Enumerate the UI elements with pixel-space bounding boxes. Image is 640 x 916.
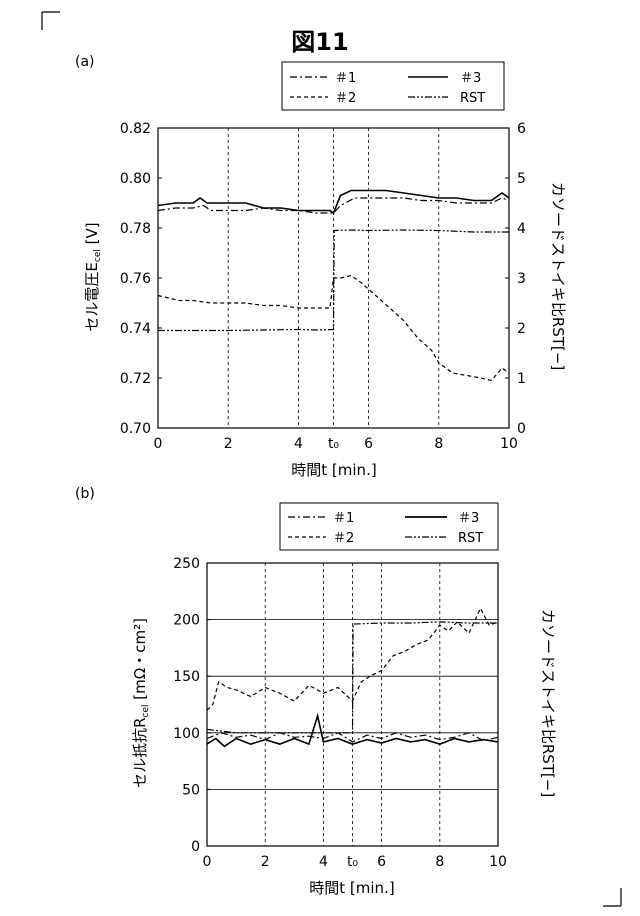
corner-mark-bottom-right: [603, 888, 621, 906]
left-tick-label: 150: [173, 669, 200, 685]
x-tick-label: 0: [154, 436, 163, 452]
left-tick-label: 0.74: [120, 321, 151, 337]
right-tick-label: 4: [517, 221, 526, 237]
x-tick-label: 8: [435, 854, 444, 870]
panel-a-label: (a): [75, 54, 95, 70]
x-tick-label: 6: [364, 436, 373, 452]
right-tick-label: 2: [517, 321, 526, 337]
right-axis-title-a: カソードストイキ比RST[−]: [549, 182, 567, 370]
svg-text:＃3: ＃3: [458, 511, 479, 526]
right-tick-label: 1: [517, 371, 526, 387]
right-axis-title-b: カソードストイキ比RST[−]: [539, 609, 557, 797]
right-tick-label: 3: [517, 271, 526, 287]
series-line-4: [158, 230, 509, 331]
x-tick-label: 4: [319, 854, 328, 870]
svg-text:＃2: ＃2: [335, 91, 356, 106]
corner-mark-top-left: [42, 12, 60, 30]
right-tick-label: 6: [517, 121, 526, 137]
left-tick-label: 0: [191, 839, 200, 855]
right-tick-label: 0: [517, 421, 526, 437]
x-tick-label: t₀: [347, 854, 358, 870]
x-tick-label: 2: [261, 854, 270, 870]
panel-b-label: (b): [75, 486, 95, 502]
left-tick-label: 0.72: [120, 371, 151, 387]
x-axis-title-a: 時間t [min.]: [291, 461, 376, 479]
left-axis-title-b: セル抵抗Rcel [mΩ・cm²]: [131, 618, 151, 788]
right-tick-label: 5: [517, 171, 526, 187]
x-tick-label: 6: [377, 854, 386, 870]
x-tick-label: t₀: [328, 436, 339, 452]
svg-text:＃2: ＃2: [333, 531, 354, 546]
left-tick-label: 200: [173, 613, 200, 629]
plot-a: 0.70 0.72 0.74 0.76 0.78 0.80 0.82 0 1 2 3 4 5 6 0 2 4 t₀…: [120, 121, 526, 452]
left-tick-label: 250: [173, 556, 200, 572]
left-tick-label: 0.76: [120, 271, 151, 287]
x-tick-label: 10: [500, 436, 518, 452]
x-tick-label: 10: [489, 854, 507, 870]
x-tick-label: 8: [434, 436, 443, 452]
left-tick-label: 0.78: [120, 221, 151, 237]
x-axis-title-b: 時間t [min.]: [309, 879, 394, 897]
svg-text:RST: RST: [458, 531, 483, 546]
left-tick-label: 50: [182, 782, 200, 798]
left-axis-title-a: セル電圧Ecel [V]: [83, 222, 103, 331]
svg-text:＃1: ＃1: [333, 511, 354, 526]
svg-text:＃3: ＃3: [460, 71, 481, 86]
left-tick-label: 0.70: [120, 421, 151, 437]
left-tick-label: 0.80: [120, 171, 151, 187]
x-tick-label: 2: [224, 436, 233, 452]
series-line-4: [207, 622, 498, 733]
plot-b: 0 50 100 150 200 250 0 2 4 t₀ 6 8 10: [173, 556, 507, 870]
left-tick-label: 0.82: [120, 121, 151, 137]
x-tick-label: 0: [203, 854, 212, 870]
x-tick-label: 4: [294, 436, 303, 452]
svg-text:＃1: ＃1: [335, 71, 356, 86]
left-tick-label: 100: [173, 726, 200, 742]
figure-title: 図11: [291, 28, 348, 56]
svg-text:RST: RST: [460, 91, 485, 106]
